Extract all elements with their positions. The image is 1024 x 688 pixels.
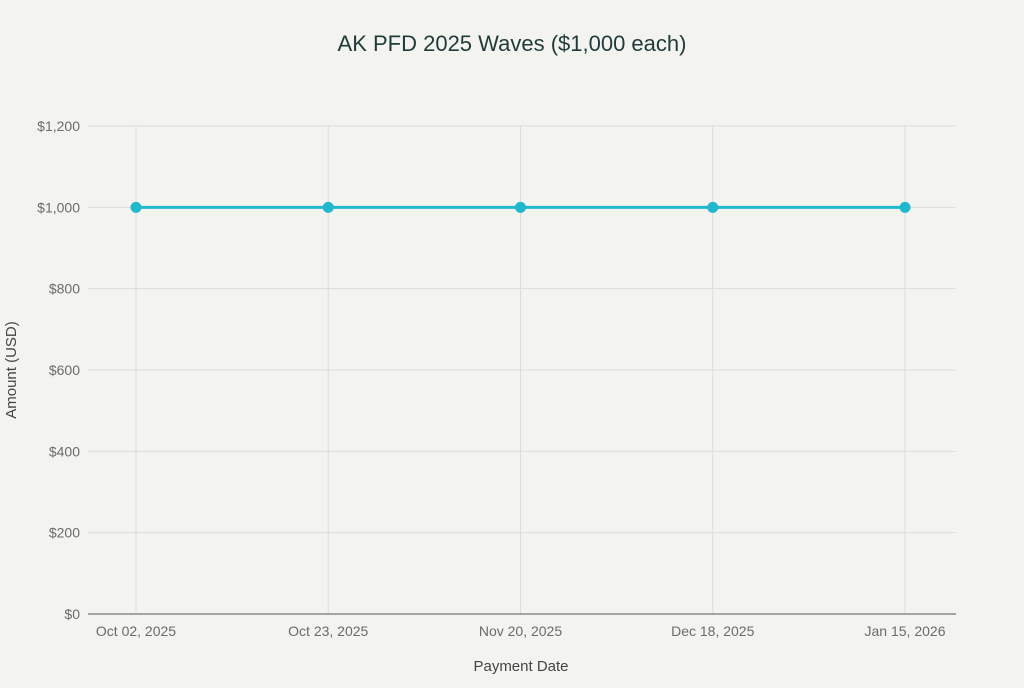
- y-tick-label: $800: [49, 281, 80, 297]
- y-tick-label: $400: [49, 443, 80, 459]
- x-tick-label: Jan 15, 2026: [865, 623, 946, 639]
- data-point: [707, 201, 719, 213]
- series: [130, 201, 911, 213]
- x-tick-label: Dec 18, 2025: [671, 623, 754, 639]
- chart-title: AK PFD 2025 Waves ($1,000 each): [338, 31, 687, 56]
- y-tick-label: $0: [64, 606, 80, 622]
- y-tick-label: $200: [49, 525, 80, 541]
- x-tick-label: Oct 02, 2025: [96, 623, 176, 639]
- data-point: [130, 201, 142, 213]
- x-axis-label: Payment Date: [473, 658, 568, 675]
- data-point: [899, 201, 911, 213]
- grid: [88, 125, 956, 614]
- y-axis: $0 $200 $400 $600 $800 $1,000 $1,200: [37, 118, 80, 622]
- x-axis: Oct 02, 2025 Oct 23, 2025 Nov 20, 2025 Dec …: [96, 623, 946, 639]
- data-point: [515, 201, 526, 213]
- y-axis-label: Amount (USD): [3, 321, 20, 419]
- y-tick-label: $600: [49, 362, 80, 378]
- x-tick-label: Nov 20, 2025: [479, 623, 562, 639]
- x-tick-label: Oct 23, 2025: [288, 623, 368, 639]
- y-tick-label: $1,200: [37, 118, 80, 134]
- data-point: [322, 201, 334, 213]
- y-tick-label: $1,000: [37, 199, 80, 215]
